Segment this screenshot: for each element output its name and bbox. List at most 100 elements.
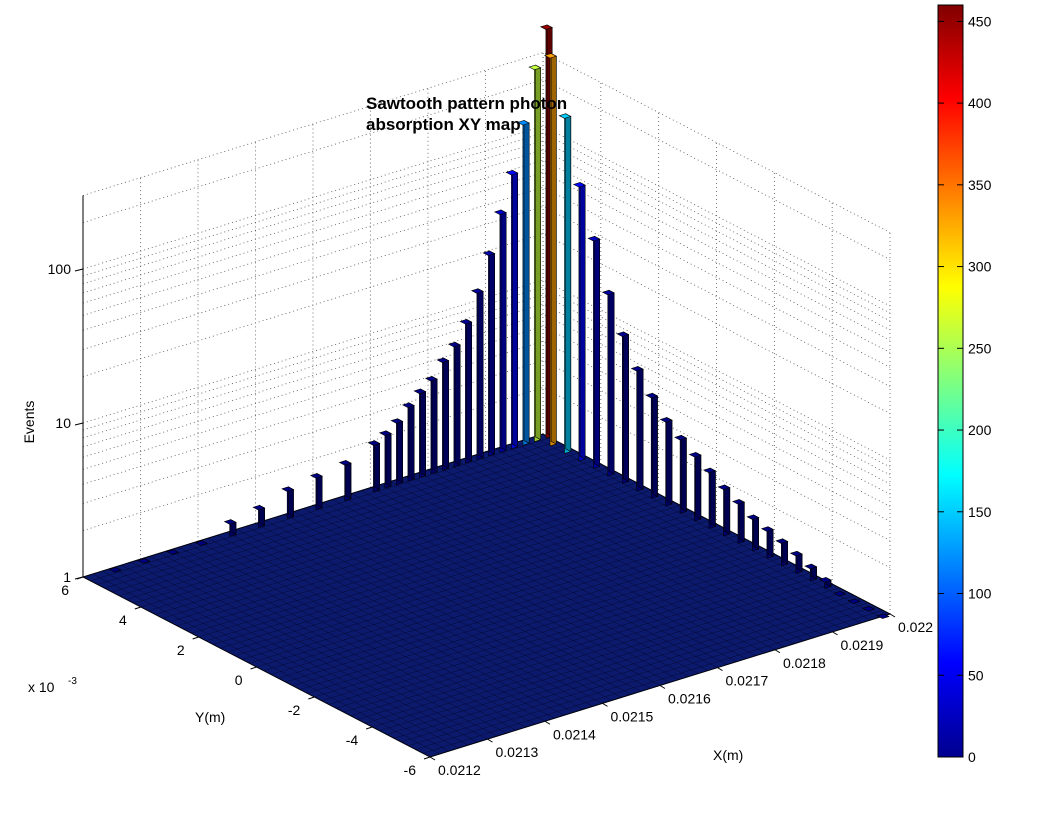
z-axis-label: Events (21, 401, 37, 444)
grid-line-z (82, 149, 891, 331)
bar-face-top (424, 376, 438, 382)
bar-3d (281, 486, 295, 520)
y-tick-mark (250, 666, 257, 670)
y-tick-label: 6 (61, 582, 69, 598)
colorbar-tick-label: 250 (968, 340, 992, 356)
bar-face-top (137, 558, 151, 564)
bar-face-side (680, 434, 687, 512)
grid-line-z (82, 325, 891, 507)
bar-face-side (666, 417, 673, 505)
colorbar-tick-label: 150 (968, 504, 992, 520)
bar-face-top (338, 460, 352, 466)
bar-3d (252, 504, 266, 528)
bar-3d (572, 182, 586, 462)
x-tick-label: 0.0213 (496, 744, 539, 760)
grid-line-z (82, 286, 891, 468)
colorbar-tick-label: 200 (968, 422, 992, 438)
bar-3d (166, 549, 180, 555)
y-tick-mark (192, 636, 199, 640)
chart-title: Sawtooth pattern photon absorption XY ma… (366, 94, 567, 134)
bar-3d (137, 558, 151, 564)
bar-3d (616, 331, 630, 484)
bar-3d (659, 417, 673, 507)
bar-face-top (760, 526, 774, 532)
bar-face-top (482, 250, 496, 256)
bar-face-side (651, 392, 658, 497)
y-exponent-base: x 10 (28, 679, 55, 695)
y-exponent-power: -3 (68, 676, 77, 687)
x-tick-mark (544, 720, 551, 725)
x-tick-mark (774, 649, 781, 654)
bar-face-top (818, 577, 832, 583)
bar-face-top (378, 430, 392, 436)
bar-3d (630, 366, 644, 492)
bar-3d (862, 605, 876, 612)
bar-face-top (587, 235, 601, 242)
bar-face-top (108, 567, 122, 573)
bar-face-top (223, 519, 237, 525)
bar-face-top (876, 613, 890, 619)
bar-face-side (287, 486, 294, 518)
bar-face-top (309, 473, 323, 479)
bar-face-side (397, 418, 404, 484)
grid-line-z (82, 125, 891, 307)
bar-face-top (252, 504, 266, 511)
bar-face-top (367, 440, 381, 446)
x-tick-label: 0.022 (898, 619, 933, 635)
x-tick-labels: 0.0212 0.0213 0.0214 0.0215 0.0216 0.0217 0.02… (438, 619, 933, 778)
bar-3d (516, 119, 530, 446)
bar-face-side (454, 341, 461, 466)
bar-face-top (528, 64, 542, 71)
bar-face-top (516, 120, 530, 126)
grid-line-z (82, 387, 891, 568)
grid-line-z (82, 186, 891, 368)
y-tick-labels: -6 -4 -2 0 2 4 6 (61, 582, 416, 778)
x-tick-mark (832, 631, 838, 636)
bar-3d (688, 451, 702, 522)
colorbar-tick-label: 0 (968, 749, 976, 765)
bar-face-side (637, 366, 644, 490)
bar-3d (674, 434, 688, 514)
bar-face-side (535, 64, 542, 441)
bar-3d (367, 440, 381, 493)
bar-face-side (623, 331, 629, 482)
grid-line-z (82, 140, 891, 322)
bar-3d (528, 64, 542, 443)
bar-face-top (659, 417, 673, 423)
x-tick-mark (487, 738, 493, 743)
y-tick-mark (423, 756, 431, 760)
bar-face-side (753, 514, 760, 550)
y-tick-label: 2 (177, 642, 185, 658)
bar-face-top (862, 605, 876, 612)
bar-face-side (374, 440, 381, 491)
chart-title-line-1: Sawtooth pattern photon (366, 94, 567, 113)
bar-face-side (709, 467, 716, 527)
bar-3d (424, 376, 438, 475)
bar-face-top (804, 563, 818, 570)
bar-3d (833, 590, 847, 597)
x-axis-label: X(m) (713, 747, 743, 763)
bar-face-top (413, 388, 427, 395)
bar-face-top (616, 331, 630, 337)
grid-line-z (82, 79, 891, 260)
bar-3d (544, 53, 558, 447)
y-tick-label: 4 (119, 612, 127, 628)
x-tick-label: 0.0212 (438, 762, 481, 778)
bar-3d (459, 318, 473, 464)
bar-face-side (738, 499, 745, 542)
bar-3d (309, 473, 323, 511)
bar-3d (194, 540, 208, 546)
z-tick-label: 1 (63, 569, 71, 585)
bar-3d (876, 613, 890, 619)
colorbar: 0 50 100 150 200 250 300 350 400 450 (937, 4, 992, 765)
bar-face-top (688, 452, 702, 458)
bar-face-top (572, 182, 586, 188)
x-tick-label: 0.0217 (726, 673, 769, 689)
bar-face-top (401, 402, 415, 408)
bar-face-side (489, 250, 496, 455)
x-tick-label: 0.0214 (553, 726, 596, 742)
floor-plane (81, 433, 892, 758)
x-tick-label: 0.0219 (841, 637, 884, 653)
chart-title-line-2: absorption XY map (366, 115, 521, 134)
